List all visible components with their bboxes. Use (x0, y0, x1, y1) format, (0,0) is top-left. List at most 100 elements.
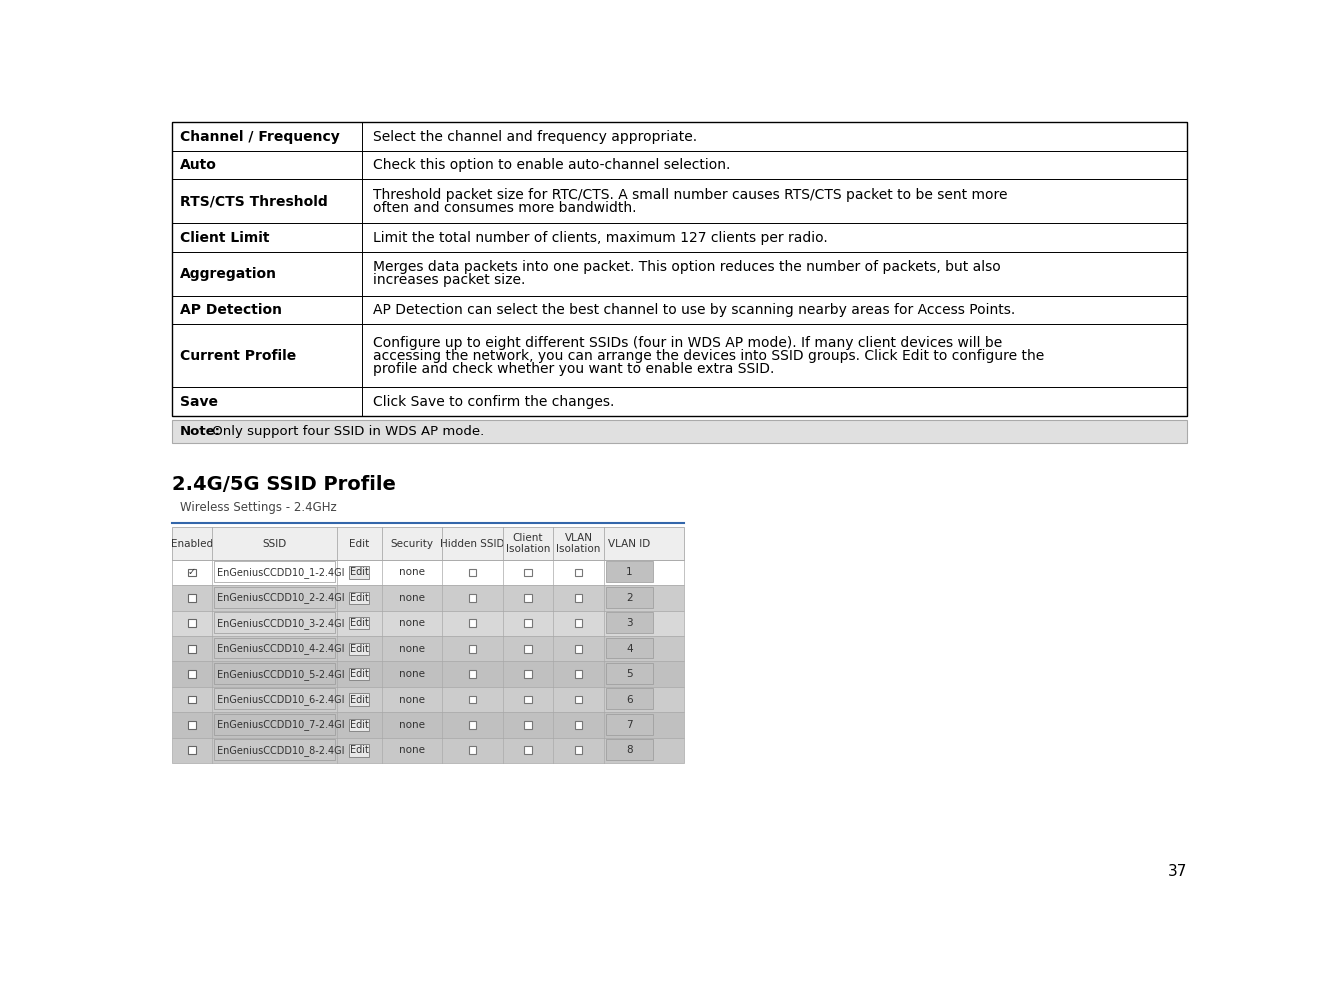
Bar (189, 619, 195, 627)
Text: none: none (400, 593, 425, 603)
Bar (575, 594, 583, 602)
Text: often and consumes more bandwidth.: often and consumes more bandwidth. (373, 201, 636, 214)
Bar (173, 528, 684, 560)
Text: 8: 8 (627, 745, 633, 756)
Bar (349, 566, 369, 579)
Text: 7: 7 (627, 720, 633, 730)
Text: Only support four SSID in WDS AP mode.: Only support four SSID in WDS AP mode. (208, 425, 485, 438)
Bar (349, 618, 369, 629)
Text: Aggregation: Aggregation (181, 267, 278, 281)
Bar (525, 670, 531, 678)
Text: Wireless Settings - 2.4GHz: Wireless Settings - 2.4GHz (181, 501, 337, 514)
Bar (173, 123, 1187, 151)
Bar (173, 324, 1187, 387)
Bar (606, 689, 653, 709)
Bar (173, 585, 684, 611)
Bar (214, 739, 335, 760)
Bar (575, 721, 583, 729)
Text: Edit: Edit (351, 669, 369, 679)
Text: Note:: Note: (181, 425, 220, 438)
Bar (606, 587, 653, 608)
Bar (189, 645, 195, 652)
Text: EnGeniusCCDD10_2-2.4GI: EnGeniusCCDD10_2-2.4GI (216, 593, 345, 604)
Text: AP Detection: AP Detection (181, 303, 282, 317)
Text: Auto: Auto (181, 158, 216, 172)
Text: none: none (400, 618, 425, 628)
Text: EnGeniusCCDD10_8-2.4GI: EnGeniusCCDD10_8-2.4GI (216, 745, 344, 756)
Bar (189, 569, 195, 576)
Bar (189, 670, 195, 678)
Text: AP Detection can select the best channel to use by scanning nearby areas for Acc: AP Detection can select the best channel… (373, 303, 1015, 317)
Text: EnGeniusCCDD10_5-2.4GI: EnGeniusCCDD10_5-2.4GI (216, 669, 345, 680)
Text: Edit: Edit (351, 593, 369, 603)
Text: Save: Save (181, 394, 218, 408)
Bar (606, 713, 653, 734)
Text: Edit: Edit (351, 567, 369, 577)
Bar (173, 223, 1187, 252)
Bar (173, 180, 1187, 223)
Bar (525, 569, 531, 576)
Bar (575, 670, 583, 678)
Bar (525, 747, 531, 754)
Bar (525, 696, 531, 703)
Bar (349, 744, 369, 757)
Text: 4: 4 (627, 644, 633, 654)
Text: increases packet size.: increases packet size. (373, 274, 526, 288)
Text: VLAN ID: VLAN ID (608, 538, 651, 548)
Bar (173, 738, 684, 763)
Text: Configure up to eight different SSIDs (four in WDS AP mode). If many client devi: Configure up to eight different SSIDs (f… (373, 336, 1003, 350)
Text: Limit the total number of clients, maximum 127 clients per radio.: Limit the total number of clients, maxim… (373, 230, 827, 244)
Bar (214, 663, 335, 684)
Bar (214, 587, 335, 608)
Text: none: none (400, 669, 425, 679)
Text: EnGeniusCCDD10_4-2.4GI: EnGeniusCCDD10_4-2.4GI (216, 643, 344, 654)
Text: EnGeniusCCDD10_1-2.4GI: EnGeniusCCDD10_1-2.4GI (216, 567, 344, 578)
Text: Security: Security (390, 538, 434, 548)
Bar (606, 613, 653, 633)
Bar (606, 663, 653, 684)
Bar (189, 696, 195, 703)
Text: EnGeniusCCDD10_7-2.4GI: EnGeniusCCDD10_7-2.4GI (216, 719, 345, 730)
Text: Check this option to enable auto-channel selection.: Check this option to enable auto-channel… (373, 158, 730, 172)
Bar (525, 619, 531, 627)
Bar (525, 645, 531, 652)
Bar (469, 594, 477, 602)
Bar (173, 387, 1187, 416)
Bar (173, 687, 684, 712)
Text: SSID: SSID (262, 538, 287, 548)
Text: 5: 5 (627, 669, 633, 679)
Bar (173, 252, 1187, 295)
Text: none: none (400, 567, 425, 577)
Bar (173, 123, 1187, 416)
Text: Edit: Edit (351, 745, 369, 756)
Text: 2: 2 (627, 593, 633, 603)
Text: Hidden SSID: Hidden SSID (440, 538, 505, 548)
Bar (214, 637, 335, 658)
Bar (606, 561, 653, 582)
Bar (214, 561, 335, 582)
Text: none: none (400, 720, 425, 730)
Text: ✓: ✓ (187, 567, 197, 577)
Text: VLAN
Isolation: VLAN Isolation (556, 533, 600, 554)
Bar (606, 739, 653, 760)
Bar (173, 295, 1187, 324)
Text: 2.4G/5G SSID Profile: 2.4G/5G SSID Profile (173, 475, 396, 494)
Bar (349, 642, 369, 655)
Bar (575, 747, 583, 754)
Bar (173, 661, 684, 687)
Text: Client Limit: Client Limit (181, 230, 270, 244)
Text: Enabled: Enabled (171, 538, 212, 548)
Text: EnGeniusCCDD10_6-2.4GI: EnGeniusCCDD10_6-2.4GI (216, 695, 344, 705)
Text: 6: 6 (627, 695, 633, 704)
Text: Click Save to confirm the changes.: Click Save to confirm the changes. (373, 394, 615, 408)
Bar (189, 594, 195, 602)
Text: Edit: Edit (351, 644, 369, 654)
Bar (189, 747, 195, 754)
Bar (189, 721, 195, 729)
Text: RTS/CTS Threshold: RTS/CTS Threshold (181, 195, 328, 208)
Bar (575, 696, 583, 703)
Text: Select the channel and frequency appropriate.: Select the channel and frequency appropr… (373, 129, 697, 143)
Bar (173, 636, 684, 661)
Text: 1: 1 (627, 567, 633, 577)
Text: 37: 37 (1169, 864, 1187, 879)
